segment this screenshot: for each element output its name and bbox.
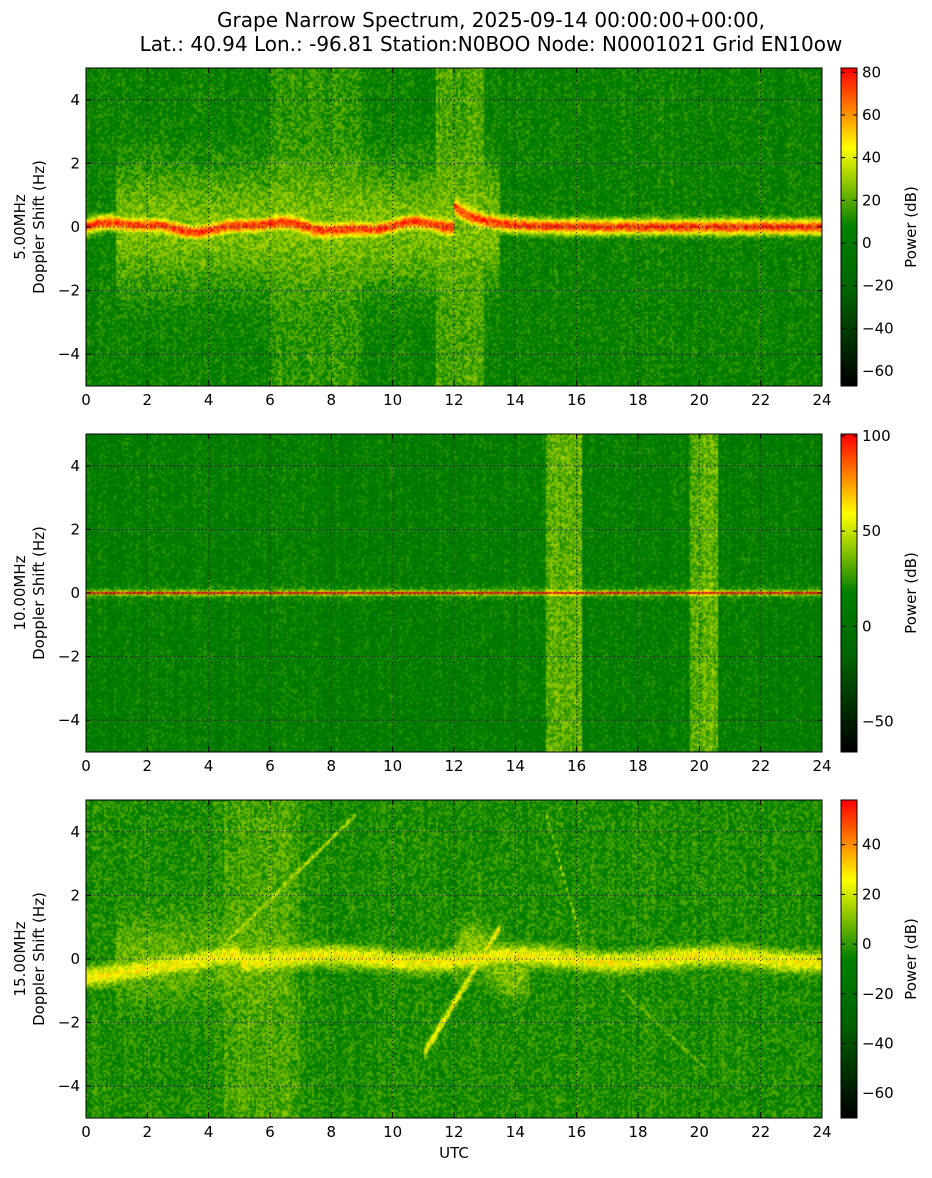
y-axis-label: Doppler Shift (Hz) [30,526,48,660]
x-tick-label: 10 [383,391,402,409]
y-tick-label: 4 [70,823,80,841]
x-tick-label: 8 [327,1123,337,1141]
x-tick-label: 24 [812,1123,831,1141]
y-axis-label-band: 5.00MHz [11,194,29,260]
x-tick-label: 2 [143,391,153,409]
colorbar-tick-label: −40 [862,319,894,337]
x-tick-label: 20 [690,391,709,409]
colorbar-tick-label: 40 [862,836,881,854]
x-tick-label: 22 [751,757,770,775]
colorbar-tick-label: −20 [862,985,894,1003]
x-tick-label: 24 [812,391,831,409]
colorbar [841,434,857,752]
colorbar [841,800,857,1118]
y-tick-label: −4 [58,711,80,729]
y-axis-label-band: 15.00MHz [11,921,29,996]
x-tick-label: 0 [81,757,91,775]
colorbar-label: Power (dB) [902,552,920,634]
x-axis-label: UTC [439,1144,469,1162]
x-tick-label: 12 [444,1123,463,1141]
x-tick-label: 24 [812,757,831,775]
y-tick-label: −4 [58,345,80,363]
y-axis-label: Doppler Shift (Hz) [30,892,48,1026]
x-tick-label: 16 [567,1123,586,1141]
colorbar-tick-label: 40 [862,149,881,167]
x-tick-label: 0 [81,391,91,409]
y-axis-label: Doppler Shift (Hz) [30,160,48,294]
y-tick-label: 0 [70,950,80,968]
colorbar-frame [840,799,858,1119]
y-tick-label: 4 [70,91,80,109]
figure-title-line-2: Lat.: 40.94 Lon.: -96.81 Station:N0BOO N… [140,32,843,56]
figure-title-line-1: Grape Narrow Spectrum, 2025-09-14 00:00:… [217,8,765,32]
x-tick-label: 6 [265,1123,275,1141]
colorbar-tick-label: 60 [862,106,881,124]
colorbar-tick-label: −40 [862,1034,894,1052]
colorbar [841,68,857,386]
colorbar-tick-label: 0 [862,935,872,953]
y-tick-label: 0 [70,584,80,602]
colorbar-tick-label: 20 [862,191,881,209]
x-tick-label: 4 [204,1123,214,1141]
colorbar-tick-label: 20 [862,885,881,903]
colorbar-tick-label: 0 [862,234,872,252]
x-tick-label: 8 [327,391,337,409]
x-tick-label: 6 [265,757,275,775]
y-tick-label: 2 [70,886,80,904]
x-tick-label: 16 [567,757,586,775]
x-tick-label: 12 [444,757,463,775]
colorbar-tick-label: −50 [862,713,894,731]
x-tick-label: 8 [327,757,337,775]
y-tick-label: 2 [70,154,80,172]
colorbar-frame [840,67,858,387]
x-tick-label: 20 [690,757,709,775]
colorbar-tick-label: 50 [862,522,881,540]
x-tick-label: 18 [628,757,647,775]
y-tick-label: −2 [58,1014,80,1032]
y-tick-label: 2 [70,520,80,538]
x-tick-label: 22 [751,391,770,409]
x-tick-label: 22 [751,1123,770,1141]
x-tick-label: 4 [204,391,214,409]
x-tick-label: 4 [204,757,214,775]
y-axis-label-band: 10.00MHz [11,555,29,630]
colorbar-label: Power (dB) [902,918,920,1000]
colorbar-tick-label: 100 [862,427,891,445]
colorbar-tick-label: −60 [862,362,894,380]
x-tick-label: 14 [506,757,525,775]
x-tick-label: 18 [628,1123,647,1141]
x-tick-label: 14 [506,1123,525,1141]
y-tick-label: −2 [58,282,80,300]
colorbar-tick-label: 80 [862,63,881,81]
x-tick-label: 10 [383,757,402,775]
x-tick-label: 16 [567,391,586,409]
x-tick-label: 18 [628,391,647,409]
x-tick-label: 20 [690,1123,709,1141]
colorbar-tick-label: −20 [862,277,894,295]
x-tick-label: 6 [265,391,275,409]
y-tick-label: −2 [58,648,80,666]
x-tick-label: 14 [506,391,525,409]
y-tick-label: 4 [70,457,80,475]
y-tick-label: 0 [70,218,80,236]
x-tick-label: 2 [143,757,153,775]
x-tick-label: 0 [81,1123,91,1141]
y-tick-label: −4 [58,1077,80,1095]
colorbar-label: Power (dB) [902,186,920,268]
x-tick-label: 2 [143,1123,153,1141]
colorbar-tick-label: 0 [862,617,872,635]
x-tick-label: 10 [383,1123,402,1141]
colorbar-tick-label: −60 [862,1084,894,1102]
colorbar-frame [840,433,858,753]
x-tick-label: 12 [444,391,463,409]
